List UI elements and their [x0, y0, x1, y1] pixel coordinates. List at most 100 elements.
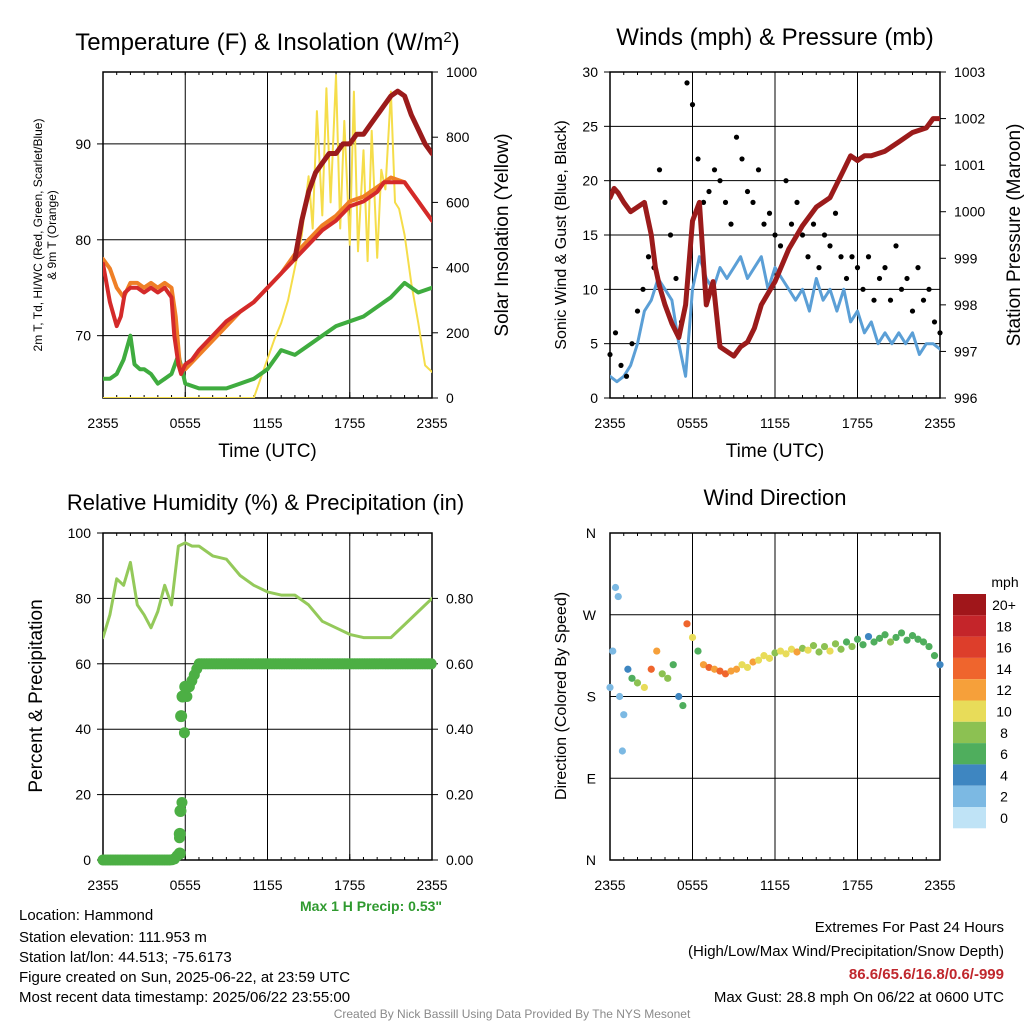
- plot-frame: [102, 532, 433, 861]
- direction-point: [679, 701, 687, 710]
- direction-point: [820, 642, 829, 651]
- direction-point: [908, 632, 917, 640]
- direction-point: [892, 633, 900, 642]
- info-created: Figure created on Sun, 2025-06-22, at 23…: [19, 969, 351, 986]
- direction-point: [864, 632, 873, 641]
- precip-point: [178, 727, 190, 739]
- chart-title-wind-direction: Wind Direction: [703, 485, 846, 510]
- max-precip-label: Max 1 H Precip: 0.53": [300, 898, 443, 914]
- y-tick-label-left: 100: [68, 525, 92, 541]
- gust-point: [832, 210, 839, 216]
- y-tick-label-right: 1000: [446, 64, 477, 80]
- x-tick-label: 2355: [87, 877, 118, 893]
- x-tick-label: 1755: [334, 415, 365, 431]
- x-tick-label: 2355: [924, 415, 955, 431]
- direction-point: [743, 663, 752, 672]
- direction-point: [886, 638, 895, 646]
- y-tick-label-right: 400: [446, 260, 470, 276]
- y-tick-label-right: 1001: [954, 157, 985, 173]
- chart-title-temperature: Temperature (F) & Insolation (W/m2): [75, 29, 459, 57]
- direction-point: [606, 683, 614, 692]
- gust-point: [640, 286, 646, 292]
- y-tick-label-right: 1003: [954, 64, 985, 80]
- gust-point: [926, 286, 932, 292]
- gust-point: [744, 188, 751, 195]
- x-tick-label: 1755: [334, 877, 365, 893]
- gust-point: [931, 319, 938, 325]
- direction-point: [870, 638, 878, 646]
- gust-point: [766, 210, 773, 216]
- y-axis-label-left: Sonic Wind & Gust (Blue, Black): [553, 120, 570, 349]
- x-tick-label: 2355: [594, 877, 625, 893]
- precip-point: [176, 690, 189, 703]
- gust-point: [673, 275, 679, 282]
- y-tick-label-right: 1002: [954, 111, 985, 127]
- y-tick-label-direction: N: [586, 525, 596, 541]
- legend-swatch: [953, 594, 986, 616]
- y-tick-label-right: 0.00: [446, 852, 473, 868]
- gust-point: [667, 232, 674, 238]
- gust-point: [816, 265, 822, 271]
- direction-point: [628, 674, 636, 682]
- y-axis-label-line2: & 9m T (Orange): [45, 190, 59, 280]
- y-tick-label-right: 1000: [954, 204, 985, 220]
- gust-point: [695, 156, 701, 162]
- direction-point: [640, 683, 648, 692]
- direction-point: [611, 583, 620, 592]
- y-axis-label-left: Direction (Colored By Speed): [553, 592, 570, 800]
- y-axis-label-left-text: Sonic Wind & Gust (Blue, Black): [553, 120, 570, 349]
- legend-label: 6: [1000, 746, 1008, 762]
- direction-point: [754, 656, 763, 664]
- legend-swatch: [953, 615, 986, 637]
- legend-title: mph: [991, 574, 1018, 590]
- direction-point: [881, 631, 889, 639]
- extremes-title: Extremes For Past 24 Hours: [814, 919, 1004, 936]
- gust-point: [623, 373, 630, 379]
- gust-point: [821, 232, 828, 238]
- direction-point: [875, 634, 884, 642]
- legend-swatch: [953, 721, 986, 744]
- gust-point: [904, 275, 910, 282]
- gust-point: [838, 254, 844, 260]
- x-tick-label: 1755: [842, 877, 873, 893]
- x-tick-label: 2355: [416, 877, 447, 893]
- y-tick-label-left: 20: [582, 173, 598, 189]
- gust-point: [612, 330, 619, 336]
- direction-point: [826, 647, 834, 655]
- legend-label: 0: [1000, 810, 1008, 826]
- y-tick-label-right: 996: [954, 390, 978, 406]
- gust-point: [849, 254, 855, 260]
- gust-point: [689, 102, 696, 108]
- legend-swatch: [953, 785, 986, 807]
- direction-point: [669, 661, 677, 669]
- direction-point: [647, 665, 655, 673]
- gust-point: [755, 167, 762, 173]
- direction-point: [721, 670, 730, 678]
- direction-point: [653, 647, 661, 655]
- direction-point: [633, 679, 642, 687]
- gust-point: [915, 265, 921, 271]
- direction-point: [897, 629, 906, 637]
- series-dewpoint: [103, 280, 432, 391]
- gust-point: [865, 254, 872, 260]
- direction-point: [815, 648, 823, 656]
- gust-point: [799, 232, 806, 238]
- info-latlon: Station lat/lon: 44.513; -75.6173: [19, 949, 232, 966]
- y-axis-label-line1: 2m T, Td, HI/WC (Red, Green, Scarlet/Blu…: [31, 119, 45, 352]
- x-tick-label: 0555: [677, 415, 708, 431]
- info-elevation: Station elevation: 111.953 m: [19, 929, 207, 946]
- y-axis-label-left-text: Direction (Colored By Speed): [553, 592, 570, 800]
- direction-point: [683, 620, 691, 628]
- direction-point: [798, 644, 807, 652]
- direction-point: [776, 647, 785, 655]
- precip-point: [173, 847, 186, 860]
- x-tick-label: 1155: [760, 877, 790, 893]
- legend-swatch: [953, 636, 986, 658]
- gust-point: [805, 254, 811, 260]
- direction-point: [716, 667, 724, 675]
- extremes-gust: Max Gust: 28.8 mph On 06/22 at 0600 UTC: [713, 989, 1004, 1006]
- gust-point: [700, 199, 707, 205]
- gust-point: [772, 232, 778, 238]
- direction-point: [859, 641, 867, 649]
- y-axis-label-left: Percent & Precipitation: [26, 599, 47, 792]
